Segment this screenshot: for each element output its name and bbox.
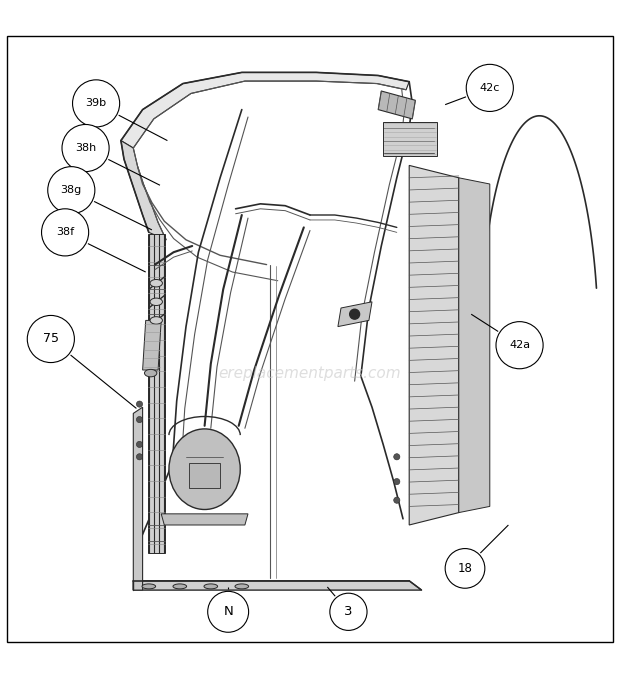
Ellipse shape <box>169 429 241 509</box>
Circle shape <box>62 125 109 172</box>
Circle shape <box>136 401 143 407</box>
Ellipse shape <box>150 298 162 306</box>
Circle shape <box>394 454 400 460</box>
Circle shape <box>73 80 120 127</box>
Polygon shape <box>383 122 437 156</box>
Text: 38h: 38h <box>75 143 96 153</box>
Text: 42c: 42c <box>480 83 500 93</box>
Polygon shape <box>121 73 409 148</box>
Ellipse shape <box>150 317 162 324</box>
Ellipse shape <box>150 279 162 287</box>
Circle shape <box>496 321 543 369</box>
Circle shape <box>42 209 89 256</box>
Circle shape <box>350 309 360 319</box>
Ellipse shape <box>144 370 157 377</box>
Circle shape <box>48 167 95 214</box>
Text: 18: 18 <box>458 562 472 575</box>
Polygon shape <box>189 463 220 487</box>
Polygon shape <box>133 581 422 590</box>
Polygon shape <box>378 91 415 119</box>
Ellipse shape <box>142 584 156 589</box>
Polygon shape <box>148 234 165 553</box>
Polygon shape <box>338 302 372 327</box>
Text: 39b: 39b <box>86 98 107 108</box>
Text: 75: 75 <box>43 332 59 346</box>
Text: 38f: 38f <box>56 227 74 237</box>
Text: 38g: 38g <box>61 185 82 195</box>
Circle shape <box>394 479 400 485</box>
Ellipse shape <box>235 584 249 589</box>
Polygon shape <box>143 321 161 370</box>
Text: ereplacementparts.com: ereplacementparts.com <box>219 365 401 380</box>
Circle shape <box>330 593 367 631</box>
Circle shape <box>394 497 400 503</box>
Polygon shape <box>121 140 166 240</box>
Polygon shape <box>161 514 248 525</box>
Text: 42a: 42a <box>509 340 530 351</box>
Ellipse shape <box>173 584 187 589</box>
Text: N: N <box>223 605 233 618</box>
Circle shape <box>27 315 74 363</box>
Ellipse shape <box>204 584 218 589</box>
Text: 3: 3 <box>344 605 353 618</box>
Circle shape <box>136 441 143 447</box>
Circle shape <box>466 64 513 111</box>
Polygon shape <box>459 178 490 513</box>
Circle shape <box>136 416 143 422</box>
Circle shape <box>445 549 485 589</box>
Polygon shape <box>133 407 143 590</box>
Polygon shape <box>409 165 459 525</box>
Circle shape <box>136 454 143 460</box>
Circle shape <box>208 591 249 633</box>
